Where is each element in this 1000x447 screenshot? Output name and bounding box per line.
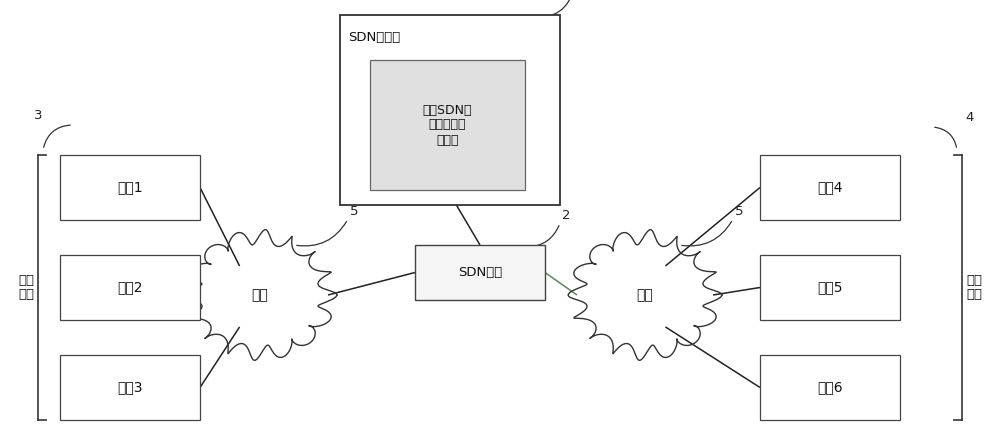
Bar [60,355,200,420]
Text: 主机1: 主机1 [117,181,143,194]
Text: 主机5: 主机5 [817,281,843,295]
Bar [760,255,900,320]
Text: 主机3: 主机3 [117,380,143,395]
Bar [60,155,200,220]
Bar [760,155,900,220]
Text: SDN设备: SDN设备 [458,266,502,279]
Text: 网络: 网络 [252,288,268,302]
Text: 3: 3 [34,109,42,122]
Text: 4: 4 [965,111,973,124]
Bar [370,60,525,190]
Text: 基于SDN的
网络地址转
换装置: 基于SDN的 网络地址转 换装置 [423,104,472,147]
Text: 10: 10 [545,24,562,37]
Text: SDN控制器: SDN控制器 [348,31,400,44]
Text: 主机6: 主机6 [817,380,843,395]
Text: 5: 5 [735,205,744,218]
Bar [60,255,200,320]
Text: 网络: 网络 [637,288,653,302]
Text: 5: 5 [350,205,358,218]
Text: 主机4: 主机4 [817,181,843,194]
Text: 主机2: 主机2 [117,281,143,295]
Bar [760,355,900,420]
Text: 2: 2 [562,209,570,222]
Bar [415,245,545,300]
Text: 外部
主机: 外部 主机 [966,274,982,301]
Bar [340,15,560,205]
Text: 内部
主机: 内部 主机 [18,274,34,301]
